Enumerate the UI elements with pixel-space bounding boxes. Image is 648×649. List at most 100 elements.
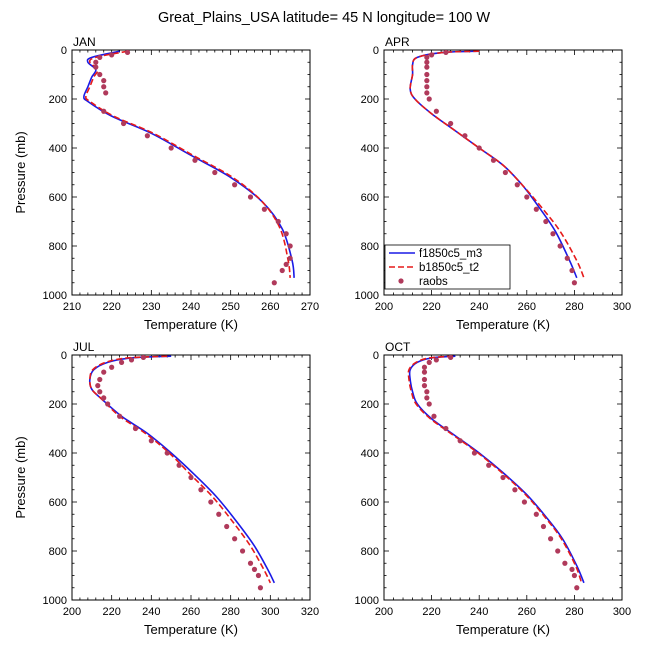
y-tick-label: 600 xyxy=(361,192,379,204)
series-line-f1850c5_m3 xyxy=(409,50,578,279)
raobs-point xyxy=(424,395,430,401)
x-tick-label: 220 xyxy=(422,301,440,313)
raobs-point xyxy=(521,499,528,505)
x-tick-label: 240 xyxy=(142,606,160,618)
raobs-point xyxy=(275,218,281,225)
raobs-point xyxy=(512,487,518,493)
raobs-point xyxy=(95,383,101,389)
series-line-f1850c5_m3 xyxy=(83,50,295,278)
raobs-point xyxy=(97,71,103,78)
plot-area xyxy=(88,355,276,591)
x-tick-label: 270 xyxy=(301,301,319,313)
raobs-point xyxy=(101,108,107,114)
raobs-point xyxy=(421,383,428,389)
raobs-point xyxy=(426,359,432,365)
legend-marker-raobs xyxy=(398,278,404,284)
raobs-point xyxy=(287,243,293,249)
raobs-point xyxy=(255,572,262,579)
x-tick-label: 300 xyxy=(613,606,631,618)
y-axis-title: Pressure (mb) xyxy=(13,436,28,518)
raobs-point xyxy=(192,157,198,163)
y-tick-label: 1000 xyxy=(355,290,379,302)
x-tick-label: 280 xyxy=(221,606,239,618)
raobs-point xyxy=(128,357,135,363)
raobs-point xyxy=(421,376,428,383)
panel-apr: APR 200 220 240 260 280 300 0 200 400 600 800 1000 Te… xyxy=(355,35,632,332)
raobs-point xyxy=(188,474,194,481)
raobs-point xyxy=(261,206,267,212)
raobs-point xyxy=(540,523,547,530)
raobs-point xyxy=(232,182,238,188)
raobs-point xyxy=(555,548,561,554)
raobs-point xyxy=(247,194,254,200)
raobs-point xyxy=(239,548,246,554)
x-tick-label: 300 xyxy=(261,606,279,618)
raobs-point xyxy=(431,413,437,419)
raobs-point xyxy=(557,243,563,249)
raobs-point xyxy=(421,364,428,370)
raobs-point xyxy=(93,64,99,70)
raobs-point xyxy=(424,389,430,395)
raobs-point xyxy=(97,389,103,395)
raobs-point xyxy=(443,50,449,56)
figure-title: Great_Plains_USA latitude= 45 N longitud… xyxy=(158,10,490,26)
y-tick-label: 0 xyxy=(373,45,379,57)
raobs-point xyxy=(232,536,238,542)
panels: JAN 210 220 230 240 250 260 270 0 200 400 600 800 100… xyxy=(13,35,631,637)
raobs-point xyxy=(533,511,539,517)
plot-area xyxy=(407,355,585,591)
x-tick-label: 220 xyxy=(422,606,440,618)
y-tick-label: 200 xyxy=(49,399,67,411)
y-tick-label: 600 xyxy=(49,192,67,204)
y-tick-label: 0 xyxy=(373,350,379,362)
raobs-point xyxy=(105,401,111,407)
raobs-point xyxy=(148,438,154,444)
raobs-point xyxy=(443,425,449,432)
x-tick-label: 250 xyxy=(221,301,239,313)
raobs-point xyxy=(471,450,478,456)
raobs-point xyxy=(562,560,568,566)
raobs-point xyxy=(109,52,115,58)
panel-title: OCT xyxy=(385,340,411,354)
raobs-point xyxy=(103,90,109,96)
raobs-point xyxy=(543,218,549,225)
y-tick-label: 600 xyxy=(361,497,379,509)
raobs-point xyxy=(548,536,554,542)
x-tick-label: 220 xyxy=(102,301,120,313)
raobs-point xyxy=(426,401,432,407)
raobs-point xyxy=(117,413,123,419)
x-tick-label: 240 xyxy=(182,301,200,313)
raobs-point xyxy=(247,560,254,566)
raobs-point xyxy=(216,511,222,517)
x-tick-label: 200 xyxy=(63,606,81,618)
x-axis-title: Temperature (K) xyxy=(144,622,238,637)
raobs-point xyxy=(124,50,131,56)
y-tick-label: 800 xyxy=(49,241,67,253)
x-tick-label: 260 xyxy=(518,606,536,618)
plot-area xyxy=(83,50,295,286)
raobs-point xyxy=(550,231,556,237)
y-tick-label: 400 xyxy=(49,448,67,460)
x-tick-label: 280 xyxy=(565,301,583,313)
y-tick-label: 400 xyxy=(361,143,379,155)
raobs-point xyxy=(571,280,578,286)
raobs-point xyxy=(93,59,99,65)
raobs-point xyxy=(433,357,439,363)
raobs-point xyxy=(448,120,454,127)
raobs-point xyxy=(101,84,107,90)
raobs-point xyxy=(97,376,103,383)
x-tick-label: 280 xyxy=(565,606,583,618)
x-tick-label: 300 xyxy=(613,301,631,313)
raobs-point xyxy=(140,355,146,361)
raobs-point xyxy=(198,487,204,493)
raobs-point xyxy=(101,78,107,84)
raobs-point xyxy=(271,280,277,286)
y-tick-label: 600 xyxy=(49,497,67,509)
panel-jan: JAN 210 220 230 240 250 260 270 0 200 400 600 800 100… xyxy=(13,35,319,332)
y-tick-label: 800 xyxy=(361,241,379,253)
panel-title: APR xyxy=(385,35,410,49)
series-line-b1850c5_t2 xyxy=(85,50,291,278)
x-tick-label: 240 xyxy=(470,606,488,618)
